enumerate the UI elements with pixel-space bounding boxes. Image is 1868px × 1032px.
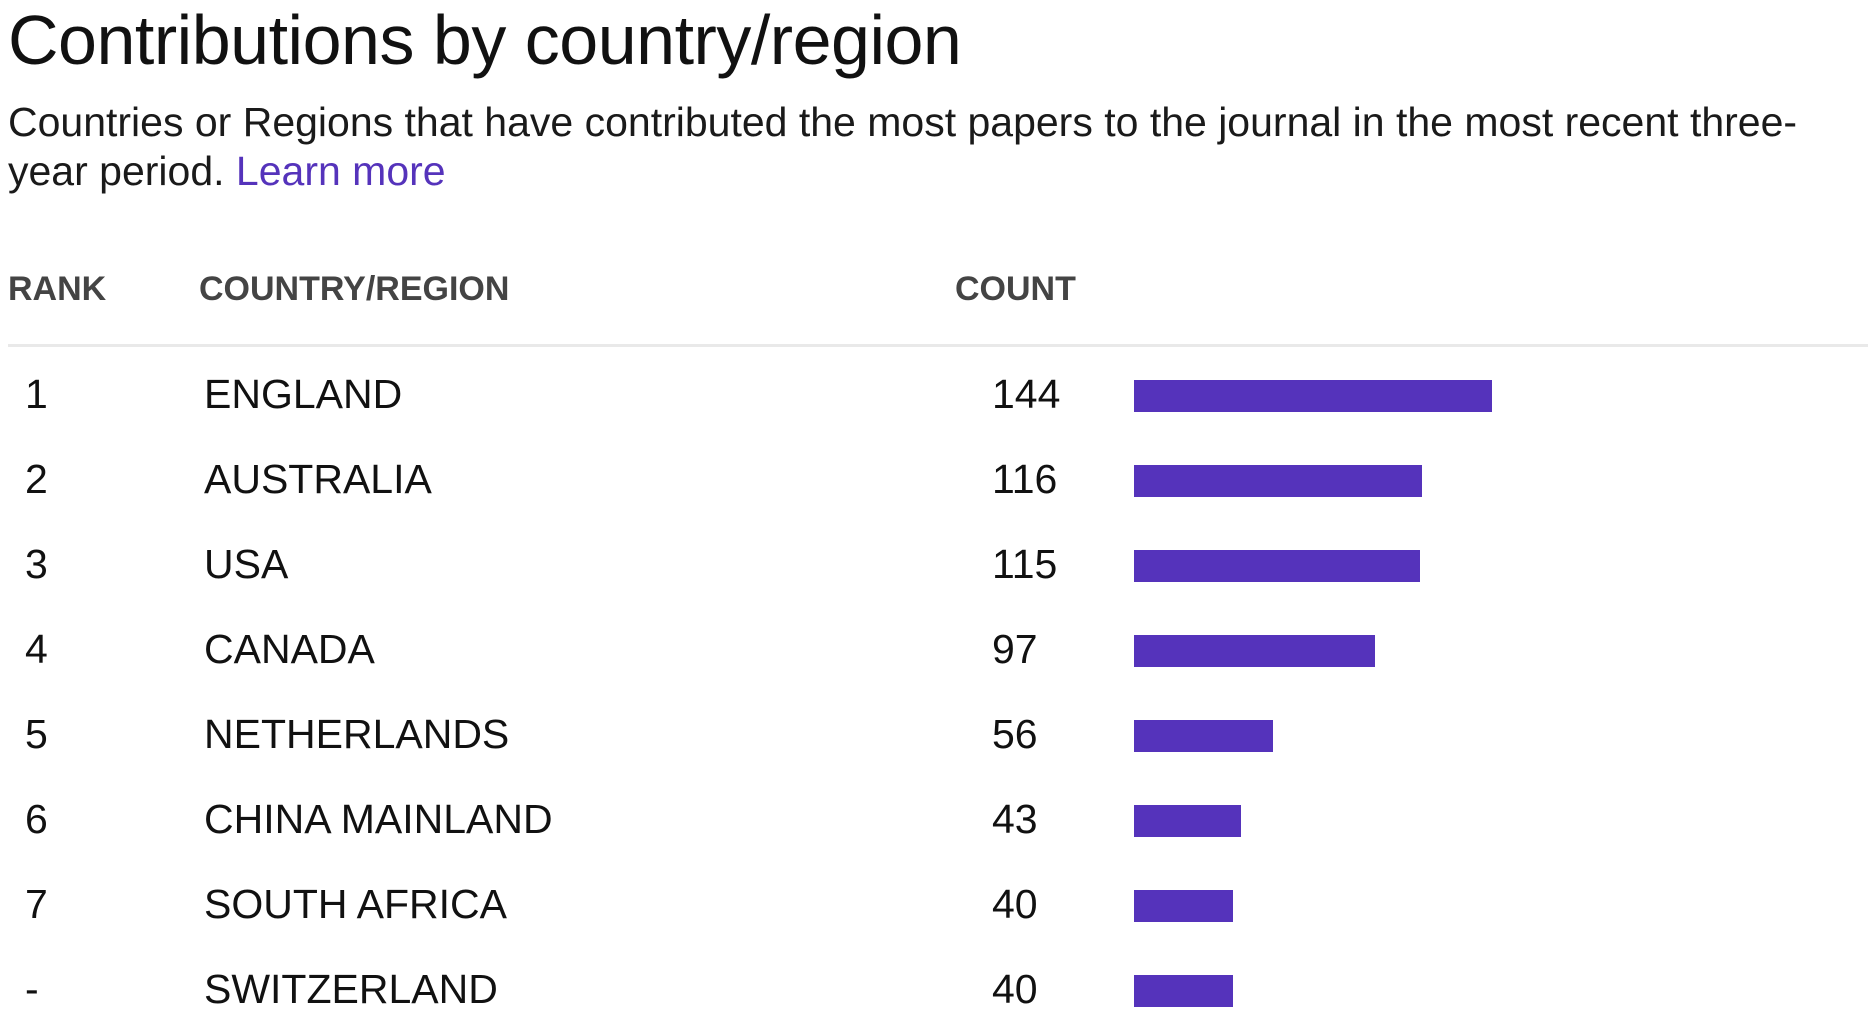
country-cell: SOUTH AFRICA [204,881,507,927]
rank-cell: 2 [25,456,48,502]
count-bar [1134,635,1375,667]
country-cell: USA [204,541,289,587]
country-cell: CHINA MAINLAND [204,796,553,842]
count-cell: 115 [992,541,1058,587]
bar-track [1134,805,1834,837]
count-cell: 97 [992,626,1038,672]
rank-cell: 7 [25,881,48,927]
count-cell: 40 [992,881,1038,927]
count-cell: 43 [992,796,1038,842]
count-cell: 116 [992,456,1058,502]
description-text: Countries or Regions that have contribut… [8,99,1798,194]
header-divider [8,344,1868,347]
header-rank: RANK [8,270,107,308]
table-row: 6 CHINA MAINLAND 43 [0,777,1868,862]
count-bar [1134,975,1233,1007]
rank-cell: 5 [25,711,48,757]
country-cell: ENGLAND [204,371,403,417]
bar-track [1134,550,1834,582]
count-bar [1134,550,1420,582]
table-row: 7 SOUTH AFRICA 40 [0,862,1868,947]
count-cell: 40 [992,966,1038,1012]
table-row: 1 ENGLAND 144 [0,352,1868,437]
count-bar [1134,380,1492,412]
rank-cell: 3 [25,541,48,587]
bar-track [1134,720,1834,752]
count-bar [1134,890,1233,922]
table-row: 2 AUSTRALIA 116 [0,437,1868,522]
country-cell: CANADA [204,626,375,672]
rank-cell: 1 [25,371,48,417]
table-row: 5 NETHERLANDS 56 [0,692,1868,777]
table-row: 4 CANADA 97 [0,607,1868,692]
bar-track [1134,975,1834,1007]
rank-cell: - [25,966,39,1012]
count-cell: 144 [992,371,1061,417]
count-bar [1134,805,1241,837]
count-bar [1134,465,1422,497]
rank-cell: 6 [25,796,48,842]
bar-track [1134,380,1834,412]
country-cell: NETHERLANDS [204,711,510,757]
header-count: COUNT [955,270,1076,308]
count-bar [1134,720,1273,752]
bar-track [1134,635,1834,667]
bar-track [1134,465,1834,497]
rank-cell: 4 [25,626,48,672]
country-cell: SWITZERLAND [204,966,498,1012]
table-header: RANK COUNTRY/REGION COUNT [8,266,1868,312]
header-country-region: COUNTRY/REGION [199,270,510,308]
country-cell: AUSTRALIA [204,456,432,502]
table-row: - SWITZERLAND 40 [0,947,1868,1032]
page-description: Countries or Regions that have contribut… [8,98,1868,196]
count-cell: 56 [992,711,1038,757]
bar-track [1134,890,1834,922]
page-title: Contributions by country/region [8,1,962,79]
table-row: 3 USA 115 [0,522,1868,607]
learn-more-link[interactable]: Learn more [235,148,446,194]
